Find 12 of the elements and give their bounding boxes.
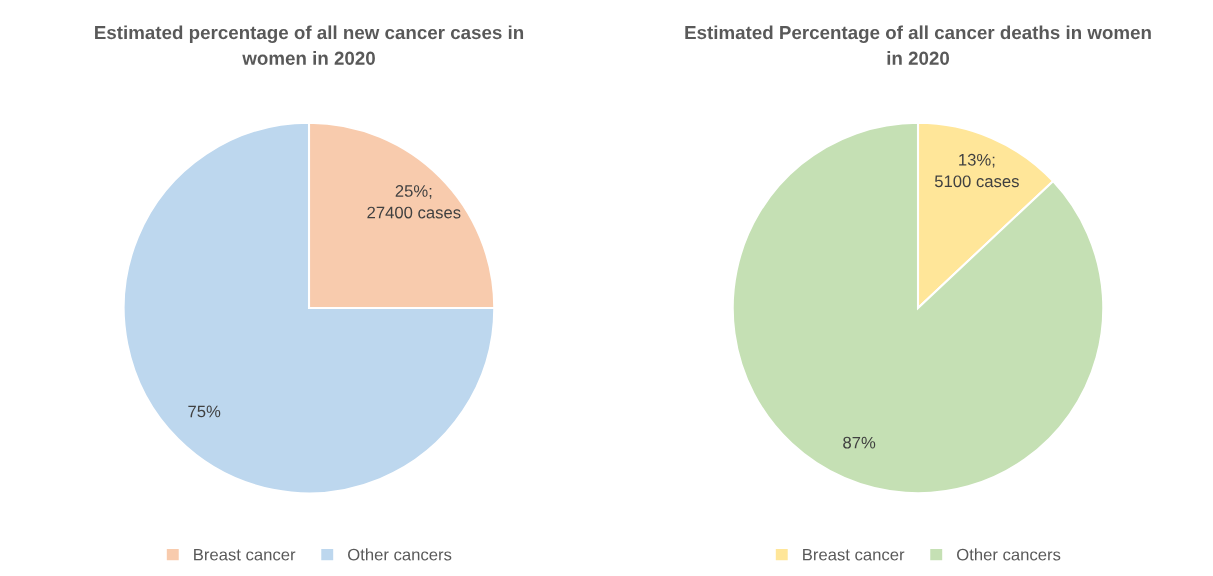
- data-label: 75%: [188, 405, 221, 418]
- chart-title: Estimated percentage of all new cancer cases in women in 2020: [95, 25, 524, 65]
- pie-slice: [731, 121, 1105, 495]
- legend-label: Other cancers: [957, 548, 1061, 561]
- legend-label: Breast cancer: [803, 548, 905, 561]
- data-label: 87%: [843, 436, 876, 449]
- legend-label: Other cancers: [348, 548, 452, 561]
- data-label: 13%; 5100 cases: [934, 153, 1019, 188]
- legend-label: Breast cancer: [194, 548, 296, 561]
- data-label: 25%; 27400 cases: [367, 185, 461, 219]
- pie-slice: [122, 121, 496, 495]
- chart-title: Estimated Percentage of all cancer deaths in women in 2020: [685, 25, 1151, 65]
